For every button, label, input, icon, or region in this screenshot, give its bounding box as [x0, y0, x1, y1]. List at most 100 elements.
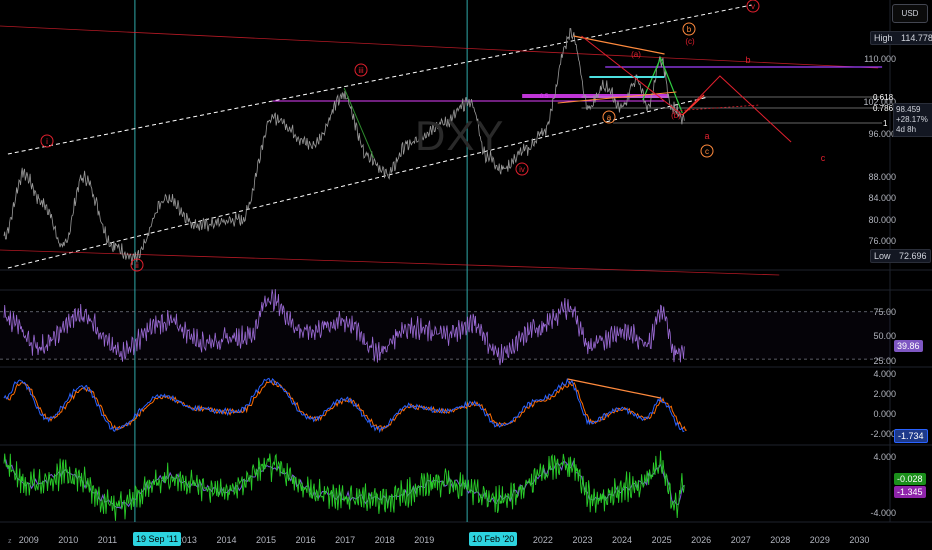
- high-value: 114.778: [901, 33, 932, 43]
- year-tick: 2015: [256, 535, 277, 545]
- wave-label-i-ring: [40, 134, 54, 148]
- macd-line: [3, 377, 685, 434]
- price-tick: 84.000: [868, 193, 896, 204]
- pane-separators: [0, 0, 932, 523]
- wave-label-i: i: [46, 137, 48, 146]
- wave-label-small-b: b: [745, 55, 750, 65]
- osc-tick: 4.000: [873, 451, 896, 462]
- osc-green-badge: -0.028: [894, 473, 926, 485]
- red-short-leg: [681, 94, 705, 116]
- wave-label-a-bracket: (a): [631, 50, 641, 59]
- trendline-upper-red: [0, 25, 879, 69]
- fib-label-0618: 0.618: [873, 93, 894, 102]
- currency-button[interactable]: USD: [892, 4, 928, 23]
- red-dotted-line: [672, 104, 760, 112]
- year-tick: 2027: [730, 535, 751, 545]
- wave-label-iv-ring: [515, 162, 529, 176]
- wave-label-b-bracket: (b): [671, 111, 681, 120]
- wave-label-b-orange-ring: [682, 22, 696, 36]
- macd-tick: 0.000: [873, 409, 896, 419]
- fib-label-small: 0.5: [540, 94, 549, 100]
- year-tick: 2017: [335, 535, 356, 545]
- rsi-tick: 50.00: [873, 331, 896, 342]
- orange-trendline-top: [573, 35, 665, 55]
- price-tick: 102.000: [863, 96, 896, 107]
- oscillator-line: [3, 450, 685, 521]
- wave-label-c-bracket: (c): [685, 37, 695, 46]
- price-change: +28.17%: [896, 115, 928, 124]
- price-tick: 76.000: [868, 236, 896, 247]
- year-tick: 2014: [216, 535, 237, 545]
- wave-label-small-a: a: [704, 131, 709, 141]
- year-tick: 2011: [97, 535, 118, 545]
- high-label: High: [874, 33, 893, 43]
- symbol-watermark: DXY: [415, 112, 505, 159]
- year-tick: 2019: [414, 535, 435, 545]
- wave-label-b-orange: b: [687, 25, 692, 34]
- rsi-current-badge: 39.86: [894, 340, 923, 352]
- price-line: [3, 28, 685, 266]
- wave-label-iii-ring: [354, 63, 368, 77]
- wave-label-small-c: c: [821, 153, 826, 163]
- macd-current-badge: -1.734: [894, 429, 928, 443]
- osc-purple-badge: -1.345: [894, 486, 926, 498]
- low-badge: Low 72.696: [870, 249, 931, 263]
- high-badge: High 114.778: [870, 31, 932, 45]
- fib-label-1: 1: [883, 119, 888, 128]
- price-tick: 110.000: [864, 53, 896, 64]
- price-tick: 88.000: [868, 171, 896, 182]
- macd-divergence-line: [567, 378, 661, 399]
- green-wave-stroke-1: [343, 87, 375, 159]
- red-projection-path: [581, 35, 792, 143]
- current-price-badge: 98.459 +28.17% 4d 8h: [893, 103, 932, 137]
- channel-upper-line: [7, 4, 752, 155]
- orange-trendline-bottom: [557, 91, 677, 104]
- year-tick: 2024: [612, 535, 633, 545]
- oscillator-pane: [3, 450, 685, 521]
- current-price: 98.459: [896, 105, 921, 114]
- fib-label-0786: 0.786: [873, 104, 894, 113]
- wave-label-c-orange: c: [705, 147, 709, 156]
- year-tick: 2022: [532, 535, 553, 545]
- wave-label-iv: iv: [519, 165, 525, 174]
- rsi-tick: 75.00: [873, 306, 896, 317]
- macd-pane: [3, 377, 687, 434]
- year-tick: 2025: [651, 535, 672, 545]
- wave-label-ii: ii: [135, 261, 139, 270]
- year-tick: 2026: [691, 535, 712, 545]
- osc-tick: -4.000: [870, 507, 896, 518]
- year-tick: 2010: [58, 535, 79, 545]
- low-value: 72.696: [899, 251, 927, 261]
- year-tick: 2030: [849, 535, 870, 545]
- wave-label-c-orange-ring: [700, 144, 714, 158]
- macd-tick: -2.000: [870, 429, 896, 439]
- rsi-pane: [0, 289, 890, 366]
- time-highlight-2: 10 Feb '20: [469, 532, 518, 546]
- channel-lower-line: [7, 96, 709, 269]
- year-tick: 2016: [295, 535, 316, 545]
- wave-label-iii: iii: [358, 66, 364, 75]
- wave-label-v: v: [751, 2, 755, 11]
- wave-label-v-ring: [746, 0, 760, 13]
- rsi-line: [3, 289, 685, 366]
- macd-tick: 2.000: [873, 389, 896, 399]
- wave-label-a-orange-ring: [602, 110, 616, 124]
- price-tick: 96.000: [868, 129, 896, 139]
- wave-label-ii-ring: [130, 258, 144, 272]
- magenta-band: [522, 94, 669, 98]
- year-tick: 2029: [809, 535, 830, 545]
- time-highlight-1: 19 Sep '11: [133, 532, 182, 546]
- year-tick: 2028: [770, 535, 791, 545]
- year-tick: 2018: [374, 535, 395, 545]
- trendline-lower-red: [0, 249, 780, 276]
- wave-label-a-orange: a: [607, 113, 612, 122]
- year-tick: 2009: [18, 535, 39, 545]
- macd-tick: 4.000: [873, 369, 896, 379]
- year-tick: 2013: [176, 535, 197, 545]
- year-tick: 2023: [572, 535, 593, 545]
- rsi-tick: 25.00: [873, 356, 896, 367]
- zoom-button[interactable]: z: [8, 538, 12, 545]
- price-tick: 80.000: [868, 214, 896, 225]
